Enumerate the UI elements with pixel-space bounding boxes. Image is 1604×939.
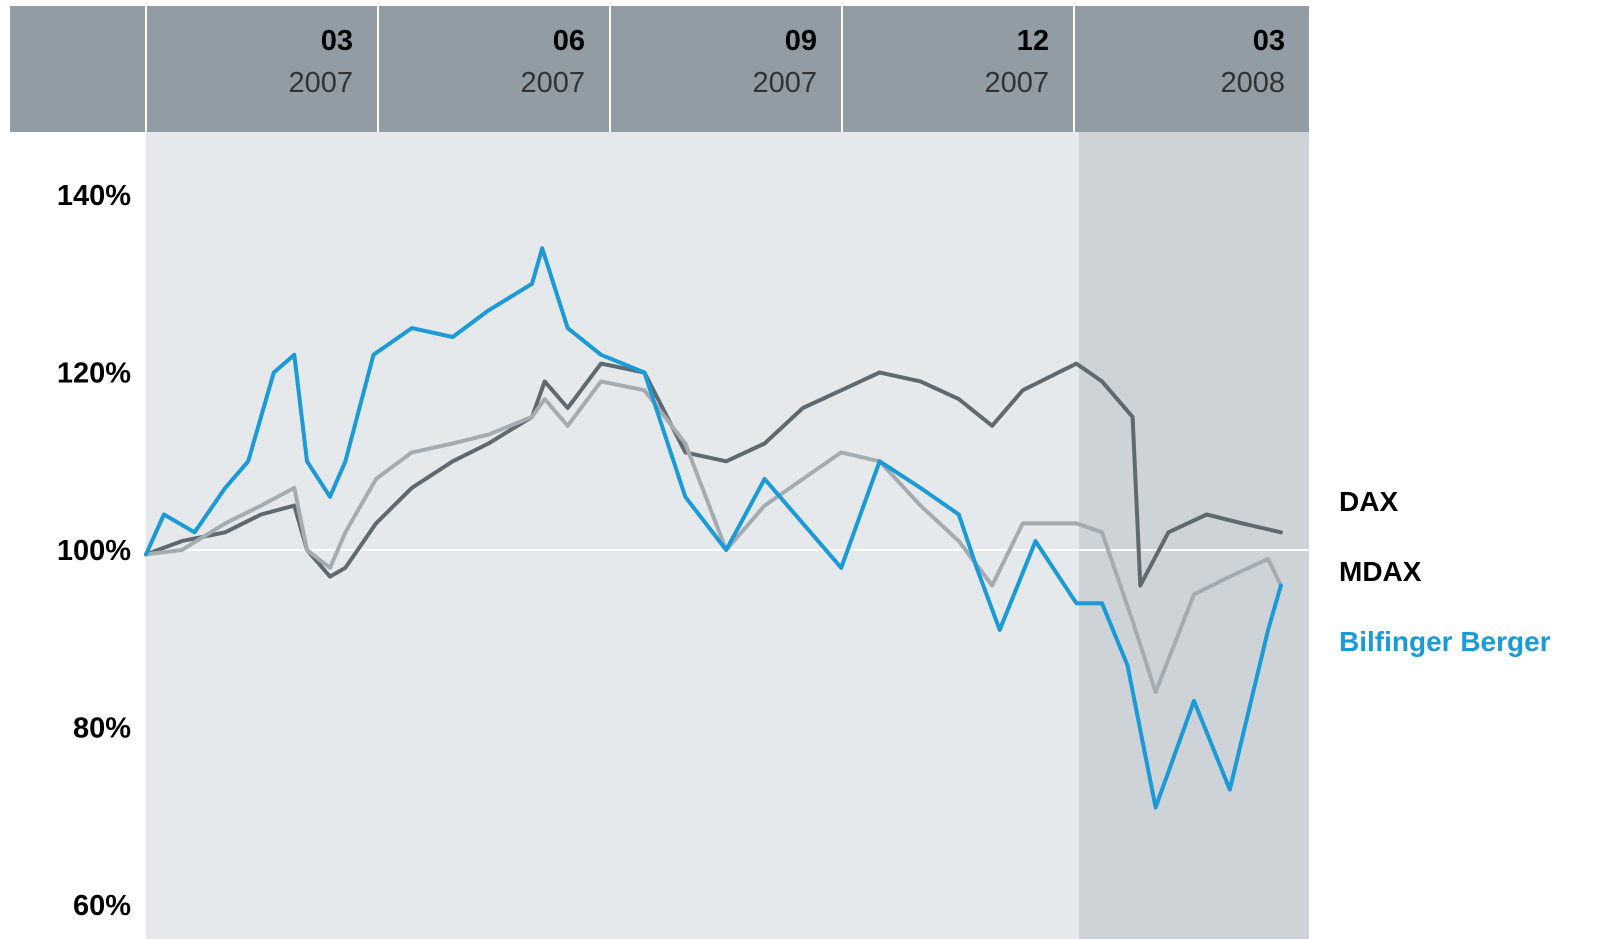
x-tick-year: 2007 bbox=[752, 67, 817, 99]
y-ticks: 140% 120% 100% 80% 60% bbox=[57, 180, 131, 922]
x-tick-month: 12 bbox=[1017, 25, 1049, 57]
x-tick-year: 2007 bbox=[288, 67, 353, 99]
legend-entry-mdax: MDAX bbox=[1339, 556, 1422, 587]
x-tick-year: 2007 bbox=[520, 67, 585, 99]
y-tick-label: 60% bbox=[73, 890, 131, 922]
y-tick-label: 120% bbox=[57, 358, 131, 390]
series-line-mdax bbox=[144, 379, 1283, 694]
header-dividers bbox=[145, 6, 1075, 132]
x-tick-month: 09 bbox=[785, 25, 817, 57]
legend-entry-bilfinger-berger: Bilfinger Berger bbox=[1339, 626, 1551, 657]
x-tick-month: 06 bbox=[553, 25, 585, 57]
legend: DAX MDAX Bilfinger Berger bbox=[1339, 486, 1551, 657]
series-line-dax bbox=[144, 361, 1283, 588]
header-ticks: 03 2007 06 2007 09 2007 12 2007 03 2008 bbox=[288, 25, 1285, 99]
x-tick-year: 2007 bbox=[984, 67, 1049, 99]
plot-highlight-band bbox=[1078, 132, 1309, 939]
x-tick-month: 03 bbox=[1253, 25, 1285, 57]
x-tick-month: 03 bbox=[321, 25, 353, 57]
header-band bbox=[10, 6, 1309, 132]
y-tick-label: 80% bbox=[73, 713, 131, 745]
series-line-bilfinger-berger bbox=[144, 246, 1283, 810]
series-lines bbox=[144, 246, 1283, 810]
y-tick-label: 100% bbox=[57, 535, 131, 567]
x-tick-year: 2008 bbox=[1220, 67, 1285, 99]
y-tick-label: 140% bbox=[57, 180, 131, 212]
legend-entry-dax: DAX bbox=[1339, 486, 1398, 517]
